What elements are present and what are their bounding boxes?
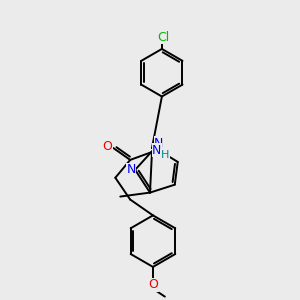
Text: H: H (161, 150, 169, 160)
Text: N: N (127, 163, 136, 176)
Text: N: N (152, 143, 162, 157)
Text: O: O (103, 140, 112, 152)
Text: O: O (148, 278, 158, 291)
Text: Cl: Cl (158, 31, 170, 44)
Text: N: N (154, 136, 164, 150)
